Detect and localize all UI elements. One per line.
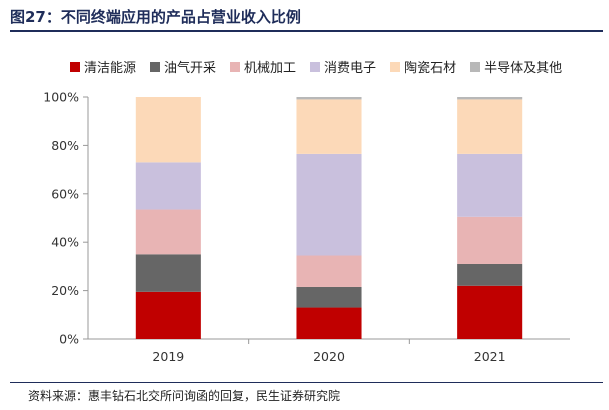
bar-segment [135, 254, 201, 292]
y-tick-label: 0% [59, 332, 79, 347]
legend-label: 消费电子 [324, 61, 377, 76]
bar-segment [296, 153, 362, 256]
source-note: 资料来源：惠丰钻石北交所问询函的回复，民生证券研究院 [28, 389, 341, 403]
title-divider [10, 30, 603, 32]
legend-item: 消费电子 [310, 57, 376, 76]
x-tick-label: 2021 [474, 349, 506, 364]
bar-segment [135, 162, 201, 210]
figure-title: 图27：不同终端应用的产品占营业收入比例 [10, 8, 301, 26]
x-tick-label: 2019 [152, 349, 184, 364]
bar-segment [296, 255, 362, 287]
chart-legend: 清洁能源 油气开采 机械加工 消费电子 陶瓷石材 半导体及其他 [70, 57, 562, 76]
legend-label: 陶瓷石材 [404, 61, 457, 76]
y-tick-label: 60% [51, 186, 79, 201]
legend-item: 清洁能源 [70, 57, 136, 76]
bar-segment [457, 285, 523, 339]
bar-segment [135, 97, 201, 163]
legend-item: 半导体及其他 [470, 57, 562, 76]
legend-label: 清洁能源 [84, 61, 137, 76]
bar-segment [457, 216, 523, 264]
bar-segment [296, 99, 362, 154]
legend-item: 陶瓷石材 [390, 57, 456, 76]
y-tick-label: 40% [51, 235, 79, 250]
x-tick-label: 2020 [313, 349, 345, 364]
bar-segment [296, 286, 362, 308]
legend-swatch [150, 61, 161, 72]
legend-label: 半导体及其他 [484, 61, 563, 76]
legend-label: 油气开采 [164, 61, 217, 76]
bar-segment [135, 209, 201, 255]
y-tick-label: 100% [43, 90, 79, 105]
y-tick-label: 80% [51, 138, 79, 153]
legend-swatch [390, 61, 401, 72]
bar-segment [457, 263, 523, 286]
bar-segment [457, 153, 523, 217]
y-tick-label: 20% [51, 283, 79, 298]
bar-segment [296, 97, 362, 100]
legend-item: 油气开采 [150, 57, 216, 76]
legend-item: 机械加工 [230, 57, 296, 76]
legend-label: 机械加工 [244, 61, 297, 76]
bar-segment [457, 97, 523, 100]
bar-segment [296, 307, 362, 339]
legend-swatch [70, 61, 80, 72]
bar-segment [135, 291, 201, 339]
legend-swatch [470, 61, 481, 72]
bar-segment [457, 99, 523, 154]
legend-swatch [310, 61, 321, 72]
source-divider [10, 382, 603, 383]
legend-swatch [230, 61, 241, 72]
